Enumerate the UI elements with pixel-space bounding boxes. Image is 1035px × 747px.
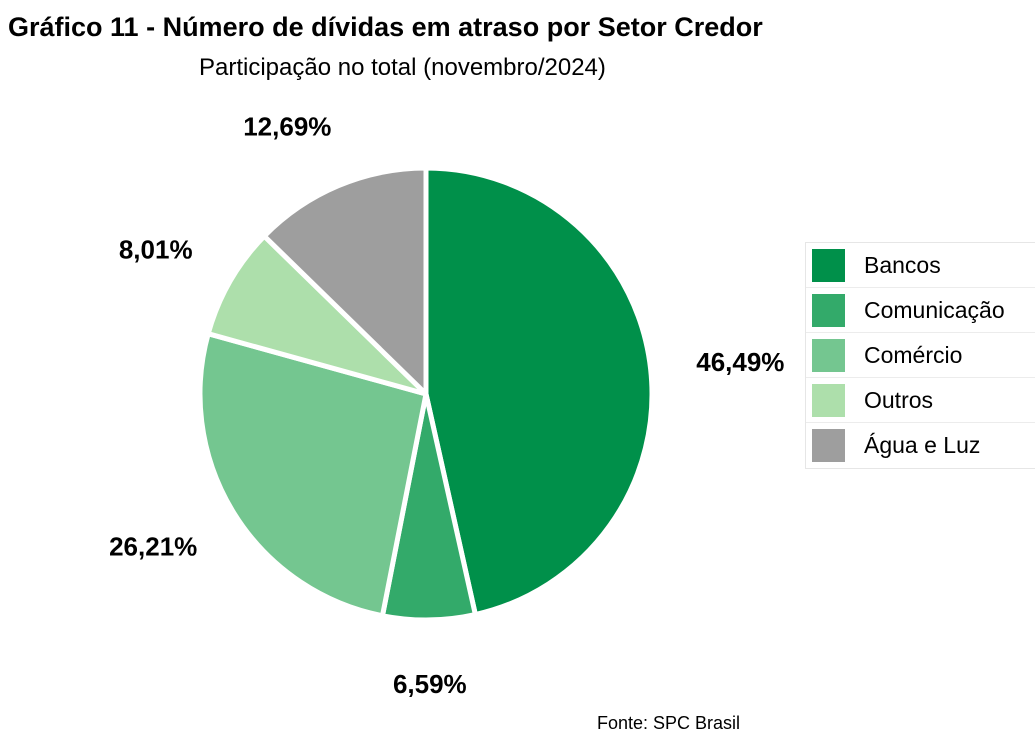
data-label-agua-e-luz: 12,69% (243, 112, 331, 142)
pie-slice-comercio (197, 331, 429, 619)
data-label-outros: 8,01% (119, 234, 193, 264)
legend-label-outros: Outros (864, 386, 934, 413)
legend-label-bancos: Bancos (864, 251, 941, 278)
legend-swatch-bancos (812, 248, 845, 282)
legend-swatch-comercio (812, 338, 845, 372)
legend-swatch-agua-e-luz (812, 429, 845, 462)
pie-slices (197, 165, 655, 623)
pie-slice-agua-e-luz (261, 165, 429, 397)
legend-label-agua-e-luz: Água e Luz (864, 432, 981, 458)
pie-slice-outros (205, 233, 429, 397)
legend-item-outros: Outros (806, 378, 1035, 423)
legend-swatch-outros (812, 383, 845, 417)
legend-item-comunicacao: Comunicação (806, 288, 1035, 333)
chart-subtitle: Participação no total (novembro/2024) (199, 54, 606, 81)
data-label-bancos: 46,49% (696, 347, 784, 377)
chart-title: Gráfico 11 - Número de dívidas em atraso… (8, 12, 763, 42)
legend-label-comercio: Comércio (864, 341, 963, 368)
legend-item-comercio: Comércio (806, 333, 1035, 378)
legend-swatch-comunicacao (812, 293, 845, 327)
legend-label-comunicacao: Comunicação (864, 296, 1005, 323)
legend-item-agua-e-luz: Água e Luz (806, 423, 1035, 468)
pie-slice-bancos (423, 165, 655, 618)
legend-item-bancos: Bancos (806, 243, 1035, 288)
data-label-comercio: 26,21% (109, 531, 197, 561)
chart-source: Fonte: SPC Brasil (597, 713, 741, 733)
chart-legend: Bancos Comunicação Comércio Outros Água … (805, 242, 1035, 469)
pie-data-labels: 46,49% 6,59% 26,21% 8,01% 12,69% (109, 112, 784, 699)
data-label-comunicacao: 6,59% (393, 669, 467, 699)
